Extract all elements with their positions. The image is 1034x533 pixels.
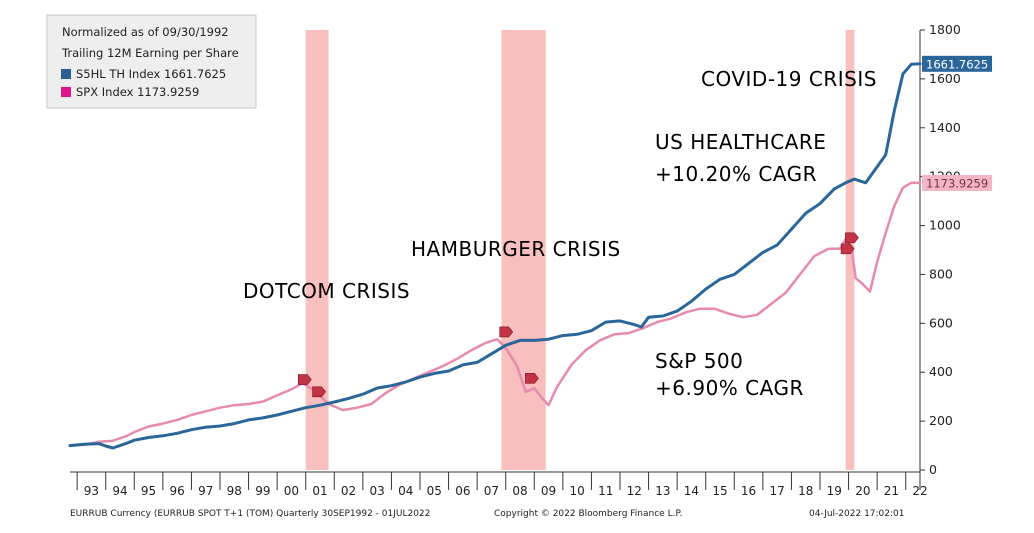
- event-marker-2: [312, 386, 326, 398]
- x-tick-label-02: 02: [341, 484, 356, 498]
- y-tick-label-0: 0: [929, 462, 937, 477]
- x-tick-label-98: 98: [227, 484, 242, 498]
- x-tick-label-95: 95: [141, 484, 156, 498]
- crisis-band-dotcom: [305, 30, 329, 470]
- legend-swatch-spx: [61, 87, 71, 97]
- legend-title: Normalized as of 09/30/1992: [62, 25, 229, 39]
- y-tick-label-200: 200: [929, 413, 953, 428]
- x-tick-label-08: 08: [512, 484, 527, 498]
- x-tick-label-04: 04: [398, 484, 413, 498]
- x-tick-label-12: 12: [627, 484, 642, 498]
- last-value-badge-spx: [922, 175, 992, 191]
- y-tick-label-800: 800: [929, 266, 953, 281]
- y-tick-label-1000: 1000: [929, 218, 961, 233]
- x-tick-label-03: 03: [370, 484, 385, 498]
- event-marker-3: [499, 326, 514, 338]
- legend-entry-s5hl: S5HL TH Index 1661.7625: [76, 67, 226, 81]
- y-tick-label-1400: 1400: [929, 120, 961, 135]
- x-tick-label-14: 14: [684, 484, 699, 498]
- x-tick-label-93: 93: [84, 484, 99, 498]
- last-value-badges: 1661.7625 1173.9259: [922, 55, 992, 191]
- annotation-covid: COVID-19 CRISIS: [701, 67, 877, 91]
- y-tick-label-400: 400: [929, 364, 953, 379]
- last-value-badge-s5hl: [922, 55, 992, 72]
- y-tick-label-1600: 1600: [929, 71, 961, 86]
- crisis-band-hamburger: [501, 30, 546, 470]
- annotation-us-healthcare: US HEALTHCARE: [655, 130, 826, 154]
- x-tick-label-13: 13: [655, 484, 670, 498]
- annotation-healthcare-cagr: +10.20% CAGR: [655, 162, 817, 186]
- footer: EURRUB Currency (EURRUB SPOT T+1 (TOM) Q…: [70, 509, 905, 519]
- legend-swatch-s5hl: [61, 69, 71, 79]
- event-marker-1: [297, 374, 312, 385]
- x-tick-label-20: 20: [855, 484, 870, 498]
- event-markers: [297, 232, 859, 398]
- x-tick-label-97: 97: [198, 484, 213, 498]
- annotations: DOTCOM CRISIS HAMBURGER CRISIS COVID-19 …: [243, 67, 877, 400]
- x-tick-label-06: 06: [455, 484, 470, 498]
- x-tick-label-19: 19: [827, 484, 842, 498]
- x-tick-label-21: 21: [884, 484, 899, 498]
- y-tick-label-600: 600: [929, 315, 953, 330]
- x-tick-label-18: 18: [798, 484, 813, 498]
- annotation-hamburger: HAMBURGER CRISIS: [411, 237, 621, 261]
- x-tick-label-94: 94: [112, 484, 127, 498]
- x-tick-label-96: 96: [170, 484, 185, 498]
- y-tick-label-1800: 1800: [929, 22, 961, 37]
- last-value-label-s5hl: 1661.7625: [926, 57, 988, 71]
- x-tick-label-99: 99: [255, 484, 270, 498]
- x-tick-label-10: 10: [570, 484, 585, 498]
- footer-timestamp: 04-Jul-2022 17:02:01: [809, 509, 905, 519]
- x-tick-label-17: 17: [770, 484, 785, 498]
- legend: Normalized as of 09/30/1992 Trailing 12M…: [46, 14, 257, 109]
- legend-box: [46, 14, 257, 109]
- footer-source: EURRUB Currency (EURRUB SPOT T+1 (TOM) Q…: [70, 509, 430, 519]
- x-tick-label-07: 07: [484, 484, 499, 498]
- x-tick-label-00: 00: [284, 484, 299, 498]
- legend-subtitle: Trailing 12M Earning per Share: [61, 46, 239, 60]
- last-value-label-spx: 1173.9259: [926, 177, 988, 191]
- footer-copyright: Copyright © 2022 Bloomberg Finance L.P.: [494, 509, 682, 519]
- annotation-sp500: S&P 500: [655, 349, 743, 373]
- event-marker-4: [525, 373, 539, 384]
- x-tick-label-05: 05: [427, 484, 442, 498]
- x-tick-label-22: 22: [912, 484, 927, 498]
- x-tick-label-16: 16: [741, 484, 756, 498]
- annotation-dotcom: DOTCOM CRISIS: [243, 279, 410, 303]
- series-line-s5hl: [68, 62, 922, 450]
- event-marker-5: [845, 232, 859, 244]
- series-lines: [68, 62, 922, 450]
- event-marker-6: [840, 243, 855, 255]
- x-tick-label-01: 01: [312, 484, 327, 498]
- x-tick-label-09: 09: [541, 484, 556, 498]
- annotation-sp500-cagr: +6.90% CAGR: [655, 376, 804, 400]
- series-line-spx: [68, 181, 922, 447]
- x-tick-label-11: 11: [598, 484, 613, 498]
- x-tick-label-15: 15: [712, 484, 727, 498]
- legend-entry-spx: SPX Index 1173.9259: [76, 85, 199, 99]
